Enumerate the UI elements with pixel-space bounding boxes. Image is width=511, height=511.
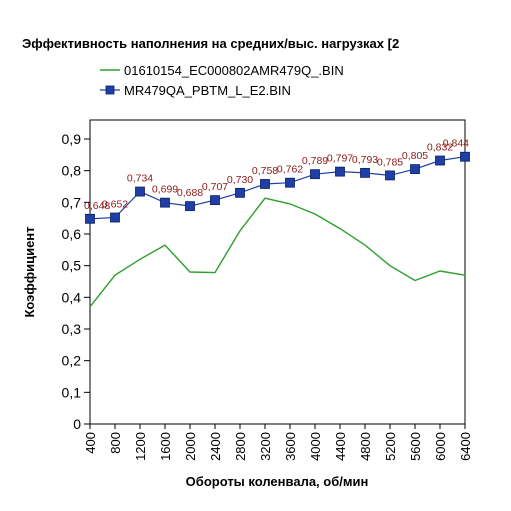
series-2-point	[310, 169, 320, 180]
data-label: 0,789	[302, 155, 328, 167]
data-label: 0,758	[252, 165, 278, 177]
y-tick-label: 0,1	[62, 384, 82, 400]
data-label: 0,832	[427, 142, 453, 154]
x-tick-label: 5600	[408, 432, 423, 461]
data-label: 0,707	[202, 181, 228, 193]
y-tick-label: 0,6	[62, 226, 82, 242]
data-label: 0,730	[227, 174, 253, 186]
y-tick-label: 0,5	[62, 258, 82, 274]
data-label: 0,797	[327, 153, 353, 165]
x-tick-label: 5200	[383, 432, 398, 461]
series-2-point	[135, 186, 145, 197]
data-label: 0,734	[127, 173, 153, 185]
series-2-point	[385, 170, 395, 181]
series-2-point	[460, 151, 470, 162]
data-label: 0,688	[177, 187, 203, 199]
y-axis-label: Коэффициент	[22, 226, 37, 317]
x-tick-label: 4000	[308, 432, 323, 461]
data-label: 0,805	[402, 150, 428, 162]
x-tick-label: 4800	[358, 432, 373, 461]
y-axis: 0 0,1 0,2 0,3 0,4 0,5 0,6 0,7 0,8 0,9	[62, 131, 90, 432]
x-tick-label: 400	[83, 432, 98, 454]
legend: 01610154_EC000802AMR479Q_.BIN MR479QA_PB…	[100, 63, 344, 98]
data-label: 0,785	[377, 156, 403, 168]
series-2-point	[360, 167, 370, 178]
legend-label-series-1: 01610154_EC000802AMR479Q_.BIN	[124, 63, 344, 78]
series-2-point	[185, 201, 195, 212]
data-label: 0,699	[152, 184, 178, 196]
y-tick-label: 0	[73, 416, 81, 432]
data-label: 0,762	[277, 164, 303, 176]
data-label: 0,648	[84, 200, 110, 212]
x-tick-label: 3600	[283, 432, 298, 461]
x-tick-label: 6000	[433, 432, 448, 461]
legend-label-series-2: MR479QA_PBTM_L_E2.BIN	[124, 83, 291, 98]
series-2-point	[435, 155, 445, 166]
x-tick-label: 2400	[208, 432, 223, 461]
y-tick-label: 0,8	[62, 163, 82, 179]
x-axis: 400 800 1200 1600 2000 2400 2800 3200 3600 4000 44…	[83, 424, 473, 461]
x-tick-label: 3200	[258, 432, 273, 461]
x-axis-label: Обороты коленвала, об/мин	[186, 474, 369, 489]
series-2-point	[235, 187, 245, 198]
series-2-point	[160, 197, 170, 208]
series-2-point	[285, 177, 295, 188]
plot-area-frame	[89, 119, 466, 425]
series-line-1	[89, 197, 466, 308]
data-label: 0,652	[102, 199, 128, 211]
chart-title: Эффективность наполнения на средних/выс.…	[22, 36, 399, 51]
series-layer	[85, 151, 470, 308]
series-line-2	[89, 156, 466, 220]
x-tick-label: 2000	[183, 432, 198, 461]
y-tick-label: 0,2	[62, 353, 82, 369]
y-tick-label: 0,9	[62, 131, 82, 147]
y-tick-label: 0,4	[62, 289, 82, 305]
series-2-point	[210, 195, 220, 206]
data-label: 0,793	[352, 154, 378, 166]
y-tick-label: 0,3	[62, 321, 82, 337]
x-tick-label: 1600	[158, 432, 173, 461]
data-label: 0,844	[443, 138, 469, 150]
y-tick-label: 0,7	[62, 194, 82, 210]
series-2-point	[410, 164, 420, 174]
x-tick-label: 6400	[458, 432, 473, 461]
x-tick-label: 2800	[233, 432, 248, 461]
x-tick-label: 800	[108, 432, 123, 454]
legend-swatch-square-marker	[105, 85, 115, 95]
series-2-point	[110, 212, 120, 223]
series-2-point	[260, 179, 270, 189]
x-tick-label: 4400	[333, 432, 348, 461]
x-tick-label: 1200	[133, 432, 148, 461]
series-2-point	[335, 166, 345, 177]
series-2-point	[85, 213, 95, 224]
